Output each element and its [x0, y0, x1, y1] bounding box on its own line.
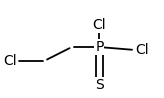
- Text: P: P: [95, 40, 103, 54]
- Text: S: S: [95, 78, 104, 92]
- Text: Cl: Cl: [92, 18, 106, 32]
- Text: Cl: Cl: [3, 54, 16, 68]
- Text: Cl: Cl: [135, 43, 149, 57]
